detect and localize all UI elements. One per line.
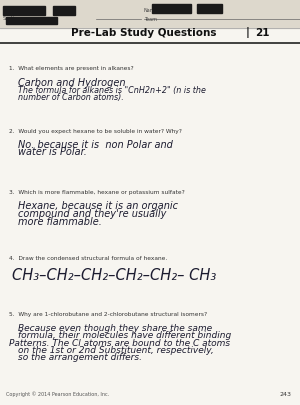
Text: 2.  Would you expect hexane to be soluble in water? Why?: 2. Would you expect hexane to be soluble… [9,129,182,134]
Text: so the arrangement differs.: so the arrangement differs. [18,353,142,362]
Text: Because even though they share the same: Because even though they share the same [18,324,212,333]
Bar [52,6,75,15]
Text: Patterns. The Cl atoms are bound to the C atoms: Patterns. The Cl atoms are bound to the … [9,339,230,347]
Text: Hexane, because it is an organic: Hexane, because it is an organic [18,201,178,211]
Text: Team: Team [144,17,157,22]
Bar [0,0,300,28]
Bar [196,4,222,13]
Text: 3.  Which is more flammable, hexane or potassium sulfate?: 3. Which is more flammable, hexane or po… [9,190,185,195]
Text: formula, their molecules have different binding: formula, their molecules have different … [18,331,231,340]
Text: Copyright © 2014 Pearson Education, Inc.: Copyright © 2014 Pearson Education, Inc. [6,391,109,397]
Text: compound and they're usually: compound and they're usually [18,209,167,219]
Text: Carbon and Hydrogen: Carbon and Hydrogen [18,78,125,88]
Bar [3,6,45,15]
Text: Section: Section [3,16,21,21]
Text: CH₃–CH₂–CH₂–CH₂–CH₂– CH₃: CH₃–CH₂–CH₂–CH₂–CH₂– CH₃ [12,268,216,283]
Text: 243: 243 [279,392,291,397]
Bar [152,4,190,13]
Text: number of Carbon atoms).: number of Carbon atoms). [18,93,124,102]
Text: Name: Name [144,8,159,13]
Text: water is Polar.: water is Polar. [18,147,87,158]
Text: on the 1st or 2nd Substituent, respectively,: on the 1st or 2nd Substituent, respectiv… [18,346,214,355]
Text: |: | [246,28,249,38]
Text: 4.  Draw the condensed structural formula of hexane.: 4. Draw the condensed structural formula… [9,256,167,261]
Text: The formula for alkanes is "CnH2n+2" (n is the: The formula for alkanes is "CnH2n+2" (n … [18,86,206,95]
Text: more flammable.: more flammable. [18,217,102,227]
Text: 1.  What elements are present in alkanes?: 1. What elements are present in alkanes? [9,66,134,70]
Text: Pre-Lab Study Questions: Pre-Lab Study Questions [71,28,217,38]
Bar [6,17,57,24]
Text: 21: 21 [255,28,270,38]
Text: No. because it is  non Polar and: No. because it is non Polar and [18,140,173,150]
Text: 5.  Why are 1-chlorobutane and 2-chlorobutane structural isomers?: 5. Why are 1-chlorobutane and 2-chlorobu… [9,312,207,317]
